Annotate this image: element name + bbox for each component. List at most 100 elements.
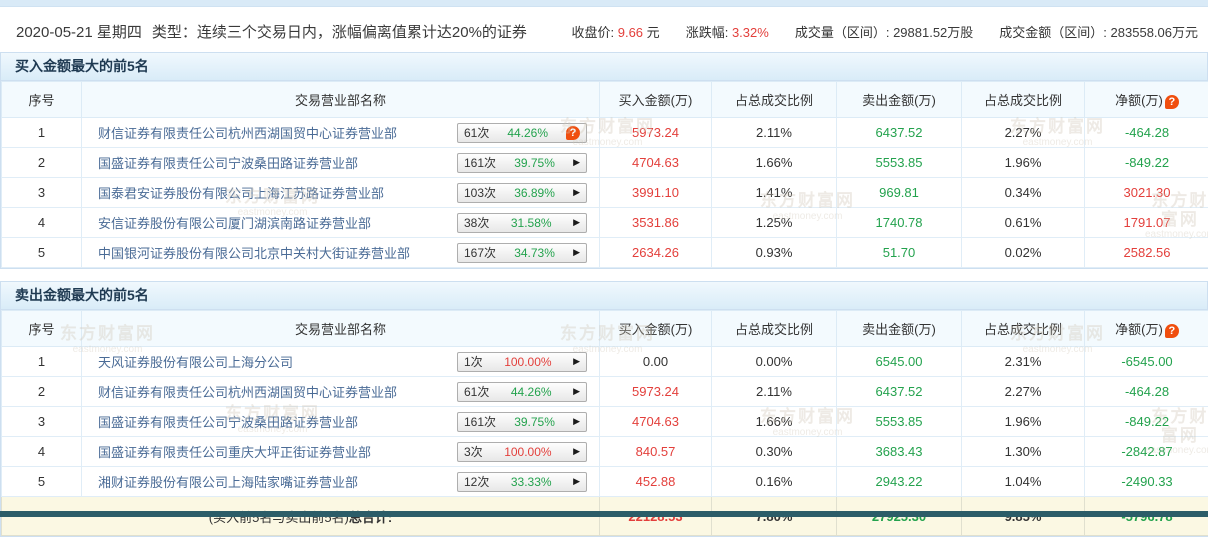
buy-amount: 2634.26	[600, 238, 712, 268]
expand-arrow-icon[interactable]: ▶	[573, 158, 580, 167]
appearance-times: 103次	[464, 184, 496, 201]
amount-stat: 成交金额（区间）: 283558.06万元	[999, 22, 1198, 41]
sell-amount: 1740.78	[837, 208, 962, 238]
expand-arrow-icon[interactable]: ▶	[573, 357, 580, 366]
help-question-icon[interactable]: ?	[1165, 95, 1179, 109]
sell-ratio: 2.27%	[962, 118, 1085, 148]
success-rate: 36.89%	[514, 186, 555, 200]
net-amount: 2582.56	[1085, 238, 1208, 268]
branch-name-link[interactable]: 国盛证券有限责任公司宁波桑田路证券营业部	[98, 156, 358, 171]
row-index: 2	[2, 377, 82, 407]
appearance-times: 61次	[464, 383, 489, 400]
row-index: 3	[2, 178, 82, 208]
success-rate: 44.26%	[511, 385, 552, 399]
expand-arrow-icon[interactable]: ▶	[573, 387, 580, 396]
row-index: 1	[2, 118, 82, 148]
sell-amount: 5553.85	[837, 407, 962, 437]
sell-amount: 2943.22	[837, 467, 962, 497]
branch-name-link[interactable]: 国盛证券有限责任公司宁波桑田路证券营业部	[98, 415, 358, 430]
appearance-times: 161次	[464, 413, 496, 430]
col-header-net-amount: 净额(万)?	[1085, 311, 1208, 347]
trade-stats-badge[interactable]: 103次 36.89% ▶	[457, 183, 587, 203]
appearance-times: 38次	[464, 214, 489, 231]
summary-stats: 收盘价: 9.66 元 涨跌幅: 3.32% 成交量（区间）: 29881.52…	[571, 22, 1198, 41]
sell-table-header-row: 序号 交易营业部名称 买入金额(万) 占总成交比例 卖出金额(万) 占总成交比例…	[2, 311, 1208, 347]
expand-arrow-icon[interactable]: ▶	[573, 477, 580, 486]
buy-amount: 4704.63	[600, 407, 712, 437]
net-amount: -2490.33	[1085, 467, 1208, 497]
col-header-sell-amount: 卖出金额(万)	[837, 311, 962, 347]
row-index: 3	[2, 407, 82, 437]
question-icon[interactable]: ?	[566, 126, 580, 140]
sell-section-title: 卖出金额最大的前5名	[1, 282, 1207, 310]
appearance-times: 167次	[464, 244, 496, 261]
branch-name-link[interactable]: 财信证券有限责任公司杭州西湖国贸中心证券营业部	[98, 126, 397, 141]
buy-ratio: 2.11%	[712, 377, 837, 407]
branch-name-link[interactable]: 天风证券股份有限公司上海分公司	[98, 355, 293, 370]
help-question-icon[interactable]: ?	[1165, 324, 1179, 338]
sell-ratio: 2.31%	[962, 347, 1085, 377]
expand-arrow-icon[interactable]: ▶	[573, 417, 580, 426]
row-index: 5	[2, 467, 82, 497]
branch-name-link[interactable]: 湘财证券股份有限公司上海陆家嘴证券营业部	[98, 475, 358, 490]
branch-name-link[interactable]: 财信证券有限责任公司杭州西湖国贸中心证券营业部	[98, 385, 397, 400]
buy-amount: 840.57	[600, 437, 712, 467]
close-price-value: 9.66	[618, 25, 643, 40]
date-and-type: 2020-05-21 星期四类型：连续三个交易日内，涨幅偏离值累计达20%的证券	[16, 21, 527, 42]
buy-ratio: 1.25%	[712, 208, 837, 238]
branch-name-link[interactable]: 中国银河证券股份有限公司北京中关村大街证券营业部	[98, 246, 410, 261]
volume-stat: 成交量（区间）: 29881.52万股	[795, 22, 973, 41]
col-header-buy-amount: 买入金额(万)	[600, 311, 712, 347]
net-amount: -6545.00	[1085, 347, 1208, 377]
amount-label: 成交金额（区间）:	[999, 25, 1107, 40]
sell-amount: 969.81	[837, 178, 962, 208]
col-header-index: 序号	[2, 311, 82, 347]
branch-name-cell: 国泰君安证券股份有限公司上海江苏路证券营业部 103次 36.89% ▶	[82, 178, 600, 208]
branch-name-link[interactable]: 安信证券股份有限公司厦门湖滨南路证券营业部	[98, 216, 371, 231]
net-amount: 3021.30	[1085, 178, 1208, 208]
net-amount: -464.28	[1085, 377, 1208, 407]
trade-date: 2020-05-21 星期四	[16, 24, 142, 41]
sell-amount: 6437.52	[837, 377, 962, 407]
expand-arrow-icon[interactable]: ▶	[573, 218, 580, 227]
success-rate: 39.75%	[514, 156, 555, 170]
row-index: 4	[2, 208, 82, 238]
col-header-index: 序号	[2, 82, 82, 118]
expand-arrow-icon[interactable]: ▶	[573, 248, 580, 257]
appearance-times: 3次	[464, 443, 483, 460]
trade-stats-badge[interactable]: 61次 44.26% ▶	[457, 382, 587, 402]
volume-value: 29881.52万股	[893, 25, 973, 40]
expand-arrow-icon[interactable]: ▶	[573, 447, 580, 456]
col-header-buy-amount: 买入金额(万)	[600, 82, 712, 118]
branch-name-link[interactable]: 国盛证券有限责任公司重庆大坪正街证券营业部	[98, 445, 371, 460]
col-header-sell-ratio: 占总成交比例	[962, 82, 1085, 118]
sell-amount: 51.70	[837, 238, 962, 268]
col-header-buy-ratio: 占总成交比例	[712, 311, 837, 347]
branch-name-link[interactable]: 国泰君安证券股份有限公司上海江苏路证券营业部	[98, 186, 384, 201]
sell-ratio: 0.61%	[962, 208, 1085, 238]
sell-amount: 3683.43	[837, 437, 962, 467]
expand-arrow-icon[interactable]: ▶	[573, 188, 580, 197]
sell-ratio: 0.34%	[962, 178, 1085, 208]
col-header-buy-ratio: 占总成交比例	[712, 82, 837, 118]
